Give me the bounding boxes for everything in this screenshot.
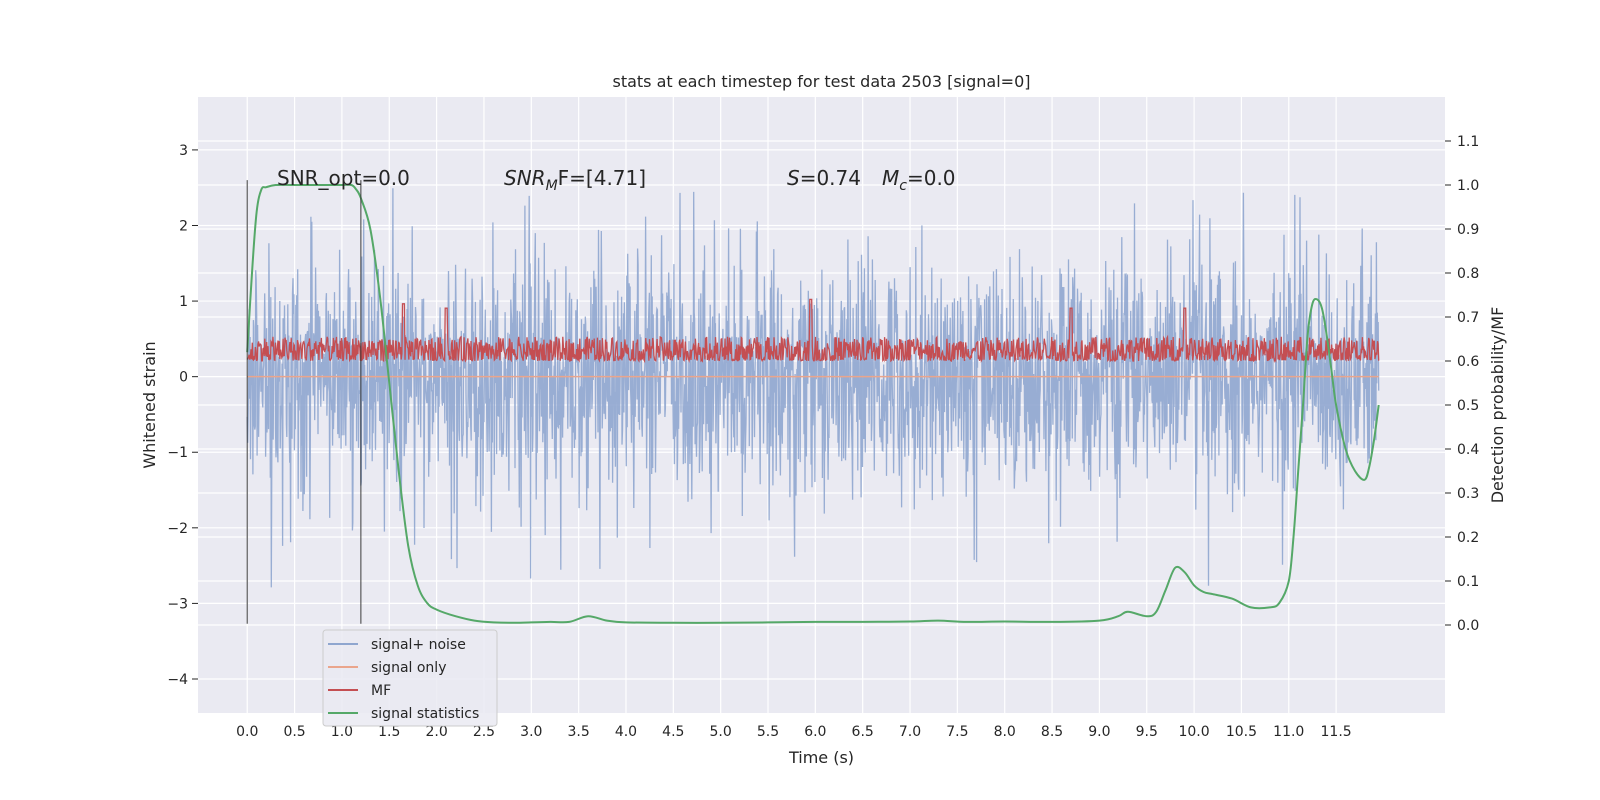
y-right-tick-label: 0.9 bbox=[1457, 222, 1479, 238]
y-right-tick-label: 0.1 bbox=[1457, 574, 1479, 590]
annotation-s-rest: =0.74 bbox=[800, 166, 861, 190]
y-right-tick-label: 0.6 bbox=[1457, 354, 1479, 370]
x-tick-label: 0.5 bbox=[283, 724, 305, 740]
plot-data bbox=[246, 183, 1380, 624]
annotation-s-main: S bbox=[787, 166, 800, 190]
y-right-tick-label: 0.7 bbox=[1457, 310, 1479, 326]
series-signal-noise bbox=[246, 188, 1380, 588]
y-right-tick-label: 0.0 bbox=[1457, 618, 1479, 634]
annotation-s: S=0.74 bbox=[787, 166, 861, 190]
legend-box bbox=[322, 629, 498, 727]
annotation-snr-mf-main: SNR bbox=[504, 166, 546, 190]
legend-label-signal-statistics: signal statistics bbox=[371, 706, 479, 722]
annotation-mc-rest: =0.0 bbox=[907, 166, 956, 190]
y-right-tick-label: 0.2 bbox=[1457, 530, 1479, 546]
y-tick-label: −2 bbox=[167, 521, 188, 537]
x-tick-label: 8.5 bbox=[1041, 724, 1063, 740]
y-right-tick-label: 1.0 bbox=[1457, 178, 1479, 194]
y-tick-label: 3 bbox=[179, 143, 188, 159]
series-mf bbox=[246, 298, 1380, 364]
x-tick-label: 11.5 bbox=[1321, 724, 1352, 740]
x-tick-label: 7.0 bbox=[899, 724, 921, 740]
y-tick-label: −3 bbox=[167, 596, 188, 612]
y-tick-label: −4 bbox=[167, 672, 188, 688]
annotation-mc-main: M bbox=[882, 166, 899, 190]
y-tick-label: 0 bbox=[179, 370, 188, 386]
legend-entry-signal-noise: signal+ noise bbox=[328, 637, 466, 653]
x-tick-label: 1.0 bbox=[331, 724, 353, 740]
x-tick-label: 8.0 bbox=[994, 724, 1016, 740]
y-tick-label: 1 bbox=[179, 294, 188, 310]
annotation-mc-sub: c bbox=[899, 178, 907, 194]
x-tick-label: 4.5 bbox=[662, 724, 684, 740]
x-tick-label: 6.0 bbox=[804, 724, 826, 740]
x-tick-label: 1.5 bbox=[378, 724, 400, 740]
x-tick-label: 2.5 bbox=[473, 724, 495, 740]
x-tick-label: 3.5 bbox=[568, 724, 590, 740]
y-right-tick-label: 0.8 bbox=[1457, 266, 1479, 282]
x-tick-label: 9.5 bbox=[1136, 724, 1158, 740]
x-tick-label: 4.0 bbox=[615, 724, 637, 740]
annotation-snr-mf-rest: F=[4.71] bbox=[558, 166, 646, 190]
x-tick-label: 10.5 bbox=[1226, 724, 1257, 740]
legend: signal+ noise signal only MF signal stat… bbox=[322, 629, 498, 727]
x-axis-ticks: 0.0 0.5 1.0 1.5 2.0 2.5 3.0 3.5 4.0 4.5 5.0 5.5 6.0 6… bbox=[236, 724, 1352, 740]
legend-label-signal-noise: signal+ noise bbox=[371, 637, 466, 653]
chart-title: stats at each timestep for test data 250… bbox=[612, 72, 1030, 91]
y-right-tick-label: 0.4 bbox=[1457, 442, 1479, 458]
series-signal-statistics bbox=[246, 183, 1380, 624]
annotation-snr-mf-sub: M bbox=[546, 178, 558, 194]
legend-label-signal-only: signal only bbox=[371, 660, 446, 676]
annotation-snr-mf: SNRMF=[4.71] bbox=[504, 166, 646, 194]
y-right-axis-title: Detection probability/MF bbox=[1488, 307, 1507, 504]
y-right-tick-label: 0.5 bbox=[1457, 398, 1479, 414]
annotation-snr-opt: SNR_opt=0.0 bbox=[277, 166, 410, 190]
x-tick-label: 0.0 bbox=[236, 724, 258, 740]
y-right-tick-label: 0.3 bbox=[1457, 486, 1479, 502]
y-right-tick-label: 1.1 bbox=[1457, 134, 1479, 150]
x-tick-label: 7.5 bbox=[946, 724, 968, 740]
legend-entry-mf: MF bbox=[328, 683, 391, 699]
x-tick-label: 9.0 bbox=[1088, 724, 1110, 740]
x-tick-label: 5.0 bbox=[710, 724, 732, 740]
x-tick-label: 2.0 bbox=[425, 724, 447, 740]
x-tick-label: 5.5 bbox=[757, 724, 779, 740]
x-axis-title: Time (s) bbox=[788, 748, 854, 767]
legend-entry-signal-only: signal only bbox=[328, 660, 446, 676]
annotation-mc: Mc=0.0 bbox=[882, 166, 956, 194]
x-tick-label: 3.0 bbox=[520, 724, 542, 740]
legend-label-mf: MF bbox=[371, 683, 391, 699]
y-right-axis-ticks: 0.0 0.1 0.2 0.3 0.4 0.5 0.6 0.7 0.8 0.9 1.0 1.1 bbox=[1445, 134, 1479, 634]
legend-entry-signal-statistics: signal statistics bbox=[328, 706, 479, 722]
y-tick-label: −1 bbox=[167, 445, 188, 461]
x-tick-label: 11.0 bbox=[1273, 724, 1304, 740]
y-axis-title: Whitened strain bbox=[140, 341, 159, 468]
x-tick-label: 6.5 bbox=[852, 724, 874, 740]
vertical-markers bbox=[246, 180, 362, 624]
y-axis-ticks: −4 −3 −2 −1 0 1 2 3 bbox=[167, 143, 198, 688]
y-tick-label: 2 bbox=[179, 218, 188, 234]
x-tick-label: 10.0 bbox=[1178, 724, 1209, 740]
